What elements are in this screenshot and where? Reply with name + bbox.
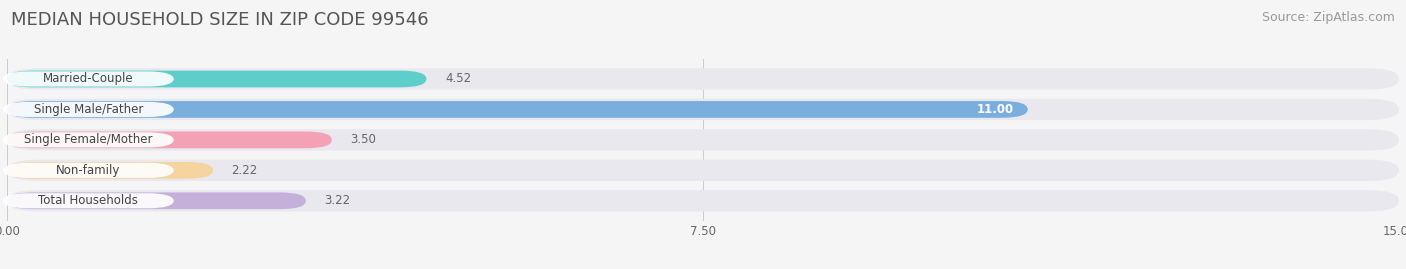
FancyBboxPatch shape xyxy=(3,102,174,117)
FancyBboxPatch shape xyxy=(7,132,332,148)
FancyBboxPatch shape xyxy=(3,193,174,208)
FancyBboxPatch shape xyxy=(7,162,214,179)
FancyBboxPatch shape xyxy=(7,68,1399,90)
FancyBboxPatch shape xyxy=(7,192,307,209)
FancyBboxPatch shape xyxy=(7,70,426,87)
Text: Married-Couple: Married-Couple xyxy=(44,72,134,86)
Text: 11.00: 11.00 xyxy=(977,103,1014,116)
Text: 3.50: 3.50 xyxy=(350,133,377,146)
Text: Single Female/Mother: Single Female/Mother xyxy=(24,133,152,146)
Text: Total Households: Total Households xyxy=(38,194,138,207)
FancyBboxPatch shape xyxy=(3,163,174,178)
FancyBboxPatch shape xyxy=(7,160,1399,181)
Text: 3.22: 3.22 xyxy=(325,194,350,207)
FancyBboxPatch shape xyxy=(7,190,1399,211)
FancyBboxPatch shape xyxy=(7,129,1399,151)
Text: Non-family: Non-family xyxy=(56,164,121,177)
FancyBboxPatch shape xyxy=(7,99,1399,120)
Text: Single Male/Father: Single Male/Father xyxy=(34,103,143,116)
FancyBboxPatch shape xyxy=(7,101,1028,118)
Text: 2.22: 2.22 xyxy=(232,164,257,177)
FancyBboxPatch shape xyxy=(3,72,174,87)
Text: 4.52: 4.52 xyxy=(446,72,471,86)
Text: Source: ZipAtlas.com: Source: ZipAtlas.com xyxy=(1261,11,1395,24)
FancyBboxPatch shape xyxy=(3,132,174,147)
Text: MEDIAN HOUSEHOLD SIZE IN ZIP CODE 99546: MEDIAN HOUSEHOLD SIZE IN ZIP CODE 99546 xyxy=(11,11,429,29)
